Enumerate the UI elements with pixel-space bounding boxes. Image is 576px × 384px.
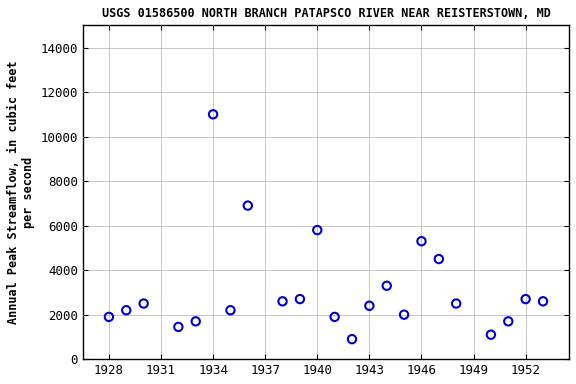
Point [503,318,513,324]
Point [226,307,235,313]
Point [452,300,461,306]
Y-axis label: Annual Peak Streamflow, in cubic feet
per second: Annual Peak Streamflow, in cubic feet pe… [7,60,35,324]
Point [278,298,287,305]
Point [417,238,426,244]
Point [486,332,495,338]
Point [209,111,218,118]
Point [122,307,131,313]
Point [174,324,183,330]
Title: USGS 01586500 NORTH BRANCH PATAPSCO RIVER NEAR REISTERSTOWN, MD: USGS 01586500 NORTH BRANCH PATAPSCO RIVE… [101,7,551,20]
Point [400,311,409,318]
Point [139,300,148,306]
Point [521,296,530,302]
Point [382,283,391,289]
Point [330,314,339,320]
Point [365,303,374,309]
Point [243,202,252,209]
Point [539,298,548,305]
Point [295,296,305,302]
Point [313,227,322,233]
Point [347,336,357,342]
Point [191,318,200,324]
Point [104,314,113,320]
Point [434,256,444,262]
